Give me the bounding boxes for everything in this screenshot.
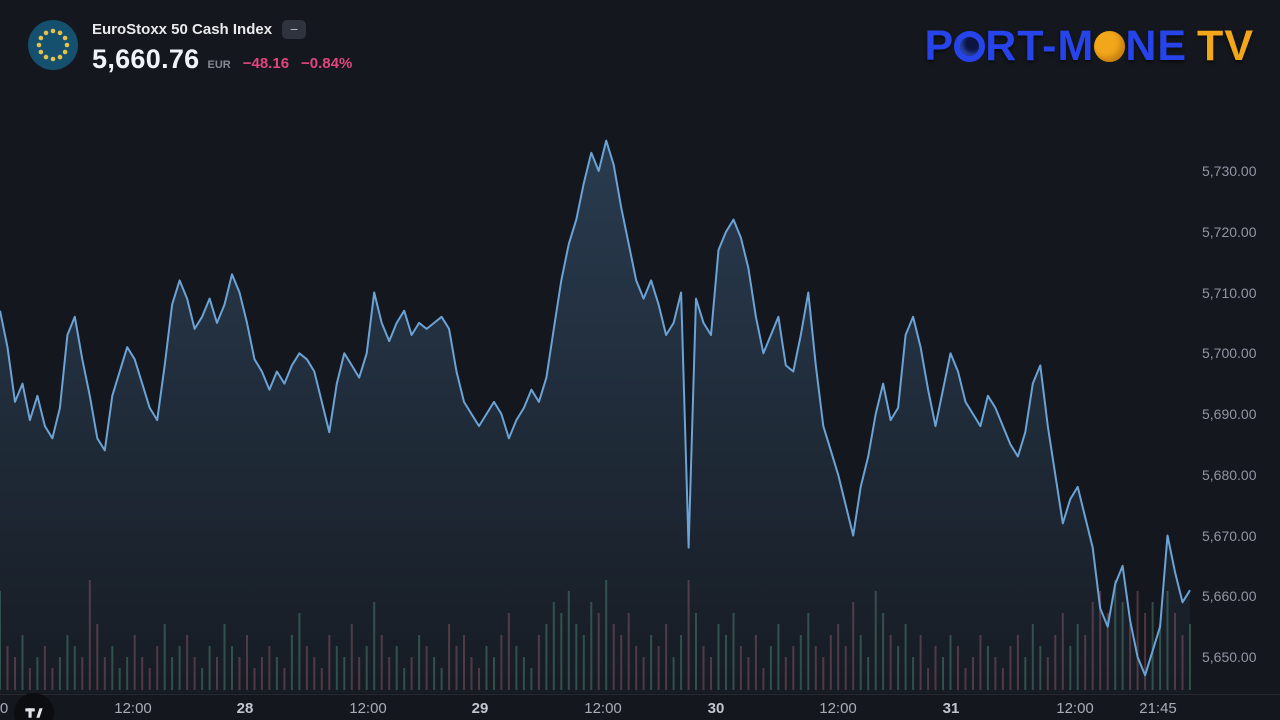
eu-flag-icon [28, 20, 78, 70]
price-change: −48.16 [242, 55, 290, 72]
currency-label: EUR [207, 59, 231, 71]
time-axis[interactable]: 0 12:00 28 12:00 29 12:00 30 12:00 31 12:00 21:45 [0, 694, 1280, 720]
time-axis-label: 12:00 [349, 700, 387, 717]
price-axis-label: 5,690.00 [1202, 406, 1257, 422]
price-axis-label: 5,730.00 [1202, 163, 1257, 179]
price-axis[interactable]: 5,730.00 5,720.00 5,710.00 5,700.00 5,690.00… [1190, 0, 1280, 694]
brand-text: NE [1125, 22, 1188, 70]
symbol-header: EuroStoxx 50 Cash Index − 5,660.76 EUR −… [28, 20, 352, 75]
time-axis-day-label: 28 [236, 700, 254, 717]
price-area-series [0, 139, 1191, 694]
brand-text: P [924, 22, 955, 70]
time-axis-day-label: 30 [707, 700, 725, 717]
brand-text: RT-M [985, 22, 1095, 70]
price-change-percent: −0.84% [301, 55, 353, 72]
price-axis-label: 5,660.00 [1202, 588, 1257, 605]
tradingview-glyph-icon [25, 708, 43, 718]
time-axis-day-label: 31 [942, 700, 960, 717]
time-axis-label: 12:00 [1056, 700, 1094, 717]
price-axis-label: 5,650.00 [1202, 649, 1257, 665]
price-axis-label: 5,670.00 [1202, 527, 1257, 544]
time-axis-label: 12:00 [114, 700, 152, 717]
tradingview-logo[interactable] [14, 693, 54, 720]
time-axis-day-label: 29 [471, 700, 489, 717]
time-axis-label: 21:45 [1139, 700, 1177, 717]
last-price: 5,660.76 [92, 44, 200, 74]
price-axis-label: 5,710.00 [1202, 284, 1257, 301]
collapse-legend-button[interactable]: − [282, 20, 307, 39]
time-axis-label: 12:00 [819, 700, 857, 717]
price-axis-label: 5,720.00 [1202, 223, 1257, 240]
time-axis-label: 12:00 [584, 700, 622, 717]
price-axis-label: 5,680.00 [1202, 466, 1257, 483]
brand-tv-text: TV [1197, 22, 1254, 70]
sun-icon [1094, 31, 1126, 62]
moon-icon [954, 31, 986, 62]
price-axis-label: 5,700.00 [1202, 345, 1257, 362]
symbol-title: EuroStoxx 50 Cash Index [92, 21, 273, 38]
time-axis-label: 0 [0, 700, 9, 717]
port-mone-tv-logo: P RT-M NE TV [925, 22, 1254, 71]
